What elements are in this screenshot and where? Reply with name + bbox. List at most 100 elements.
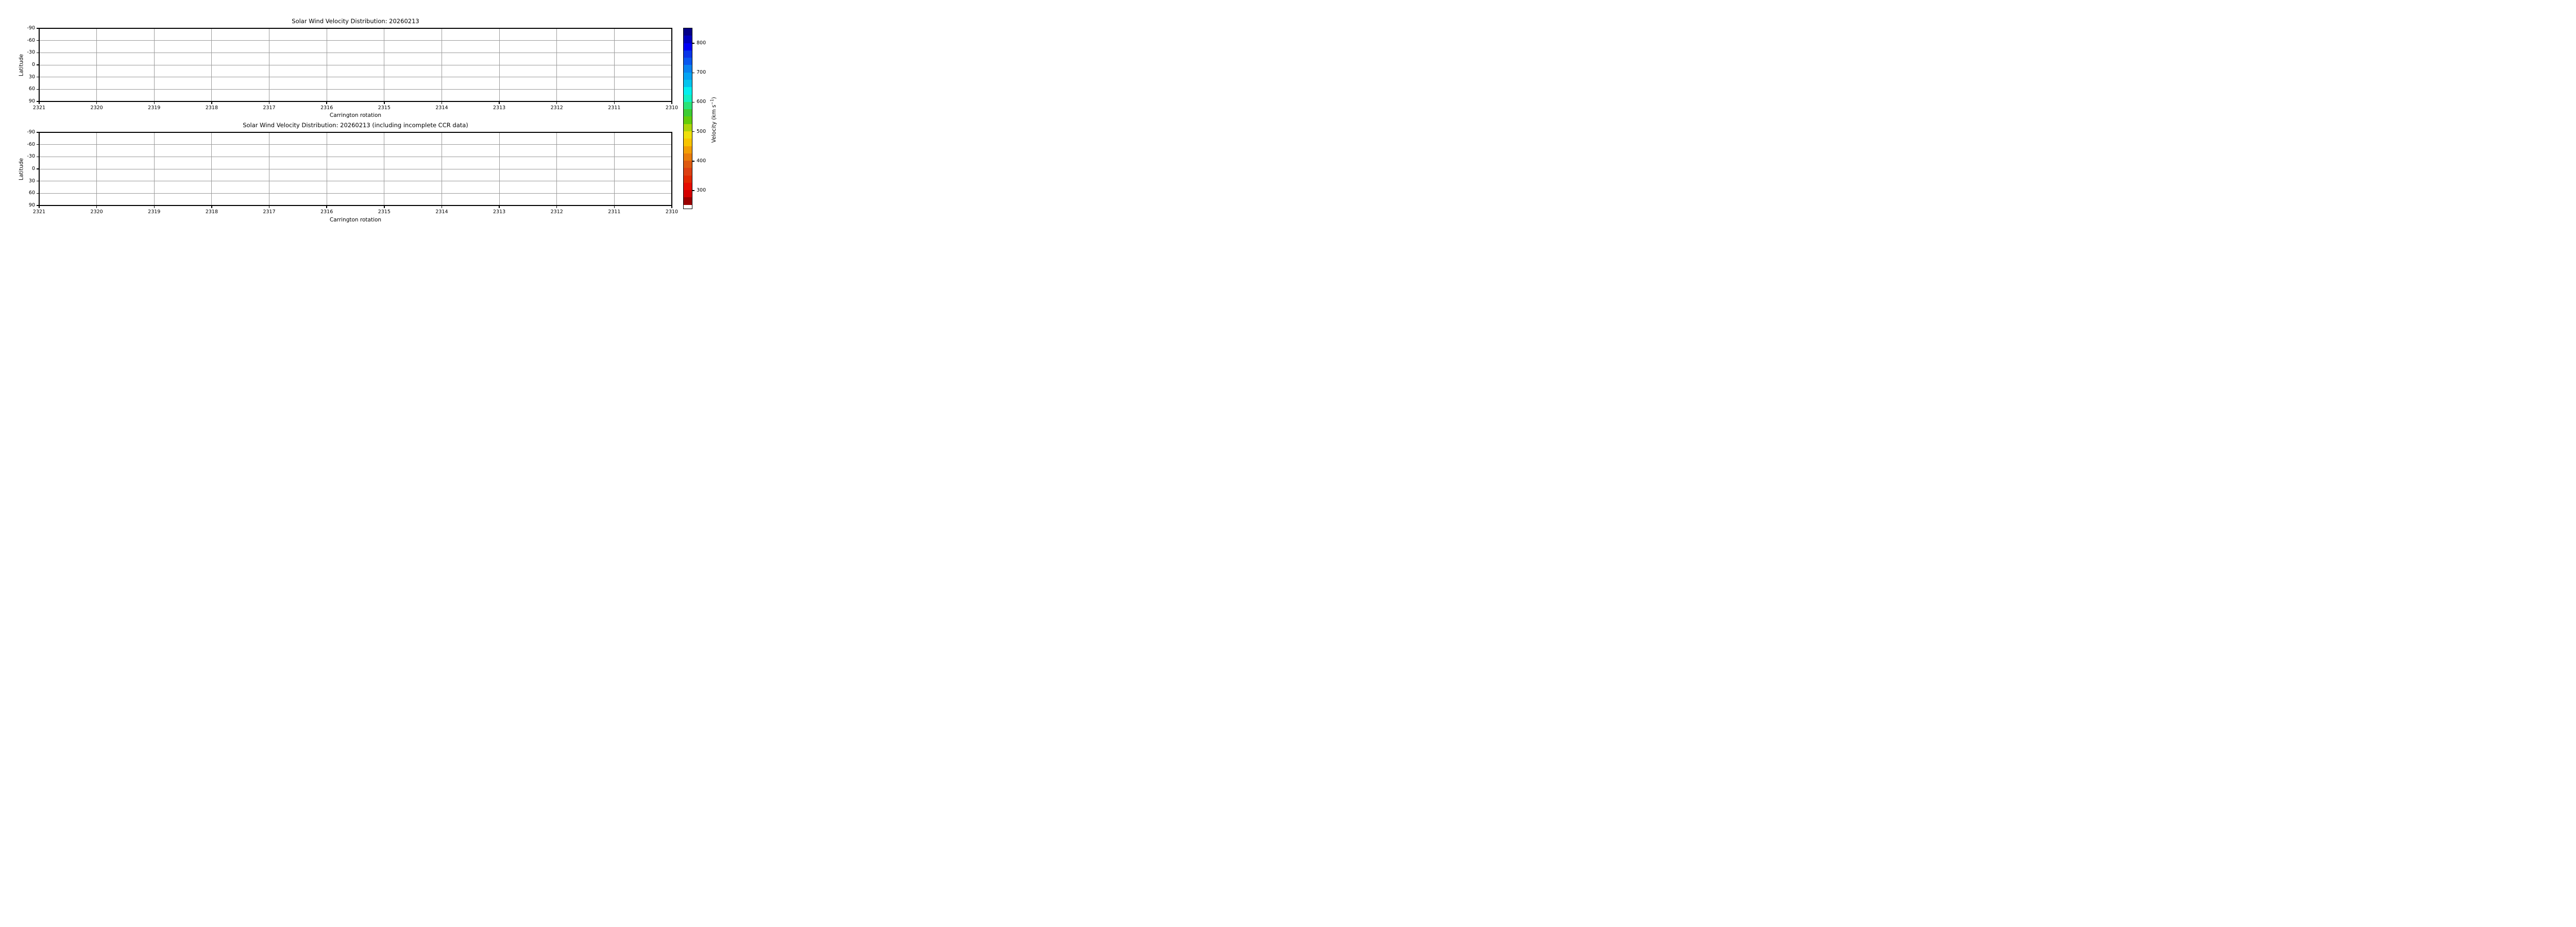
panel-1-y-tick-mark [37, 89, 39, 90]
panel-1-x-tick-label: 2313 [493, 105, 506, 111]
panel-1-gridline-y [40, 89, 671, 90]
panel-2-y-tick-mark [37, 132, 39, 133]
colorbar-segment [684, 50, 692, 58]
panel-2-x-tick-label: 2317 [263, 209, 276, 215]
colorbar-tick-label: 300 [697, 187, 706, 193]
colorbar-tick-label: 400 [697, 158, 706, 164]
panel-1-x-tick-label: 2311 [608, 105, 621, 111]
panel-2-y-tick-mark [37, 144, 39, 145]
panel-1-x-tick-label: 2319 [148, 105, 161, 111]
panel-2-title: Solar Wind Velocity Distribution: 202602… [243, 122, 468, 129]
panel-2-y-tick-label: 30 [28, 178, 35, 184]
panel-1-x-tick-label: 2318 [205, 105, 218, 111]
figure-canvas: Solar Wind Velocity Distribution: 202602… [0, 0, 773, 232]
panel-1-x-tick-mark [441, 102, 443, 104]
colorbar-segment [684, 65, 692, 73]
colorbar-segment [684, 109, 692, 117]
colorbar-segment [684, 190, 692, 198]
panel-1-y-tick-mark [37, 101, 39, 102]
panel-2-y-tick-mark [37, 168, 39, 169]
panel-2-x-tick-label: 2313 [493, 209, 506, 215]
panel-1-y-tick-mark [37, 28, 39, 29]
panel-1-x-tick-mark [671, 102, 672, 104]
panel-1-y-tick-label: 30 [28, 74, 35, 80]
colorbar-segment [684, 116, 692, 124]
panel-2-x-tick-label: 2318 [205, 209, 218, 215]
panel-2-gridline-y [40, 193, 671, 194]
colorbar-segment [684, 124, 692, 131]
panel-2-x-tick-mark [614, 206, 615, 208]
panel-1-x-tick-label: 2310 [665, 105, 679, 111]
panel-1-x-tick-label: 2320 [90, 105, 103, 111]
panel-1-x-tick-label: 2321 [32, 105, 46, 111]
colorbar-segment [684, 131, 692, 139]
colorbar-tick-mark [692, 161, 694, 162]
colorbar-tick-label: 500 [697, 128, 706, 134]
panel-2-x-tick-mark [556, 206, 557, 208]
panel-2-x-tick-mark [441, 206, 443, 208]
panel-1-x-tick-label: 2315 [378, 105, 391, 111]
panel-1-x-tick-mark [154, 102, 155, 104]
colorbar-segment [684, 28, 692, 36]
panel-2-x-tick-mark [671, 206, 672, 208]
colorbar-segment [684, 79, 692, 88]
panel-1-y-tick-mark [37, 64, 39, 65]
colorbar-tick-label: 700 [697, 70, 706, 76]
panel-2-y-tick-mark [37, 205, 39, 206]
panel-1-x-tick-mark [556, 102, 557, 104]
panel-2-x-tick-mark [154, 206, 155, 208]
panel-2-y-tick-label: 0 [31, 166, 35, 171]
panel-2-x-tick-label: 2320 [90, 209, 103, 215]
colorbar-segment [684, 43, 692, 50]
panel-1-y-tick-label: 90 [28, 98, 35, 104]
colorbar-axis-label: Velocity (km s−1) [708, 68, 718, 171]
panel-2-x-tick-mark [326, 206, 327, 208]
panel-2-x-tick-mark [268, 206, 270, 208]
panel-1-y-tick-label: -30 [27, 49, 35, 56]
panel-2-x-tick-label: 2315 [378, 209, 391, 215]
panel-2-x-tick-mark [211, 206, 212, 208]
panel-2-x-axis-label: Carrington rotation [329, 216, 382, 223]
colorbar-segment [684, 175, 692, 183]
colorbar-segment [684, 153, 692, 161]
panel-1-x-tick-mark [326, 102, 327, 104]
panel-1-title: Solar Wind Velocity Distribution: 202602… [292, 18, 419, 25]
panel-1-y-tick-label: -90 [27, 25, 35, 31]
panel-1-x-tick-mark [499, 102, 500, 104]
colorbar-tick-mark [692, 72, 694, 73]
colorbar [683, 28, 692, 209]
panel-1-x-tick-mark [211, 102, 212, 104]
colorbar-segment [684, 101, 692, 110]
colorbar-tick-label: 800 [697, 40, 706, 46]
panel-1-y-tick-label: -60 [27, 37, 35, 43]
colorbar-segment [684, 36, 692, 43]
panel-2-x-tick-label: 2316 [320, 209, 333, 215]
panel-2-y-tick-label: 60 [28, 190, 35, 196]
panel-1-y-tick-mark [37, 40, 39, 41]
panel-2-x-tick-label: 2311 [608, 209, 621, 215]
panel-2-y-tick-label: -90 [27, 129, 35, 135]
colorbar-segment [684, 87, 692, 95]
colorbar-tick-mark [692, 190, 694, 191]
panel-1-x-tick-label: 2312 [550, 105, 563, 111]
panel-2-x-tick-label: 2312 [550, 209, 563, 215]
panel-2-gridline-y [40, 144, 671, 145]
panel-2-y-tick-label: 90 [28, 202, 35, 208]
panel-2-y-tick-label: -60 [27, 141, 35, 147]
colorbar-tick-mark [692, 43, 694, 44]
colorbar-segment [684, 182, 692, 191]
colorbar-segment [684, 146, 692, 153]
colorbar-segment [684, 94, 692, 102]
colorbar-segment [684, 139, 692, 146]
colorbar-tick-mark [692, 101, 694, 103]
colorbar-axis-label-close: ) [710, 96, 717, 99]
panel-2-x-tick-label: 2314 [435, 209, 448, 215]
panel-1-x-tick-label: 2317 [263, 105, 276, 111]
colorbar-under-segment [684, 204, 692, 208]
panel-2-x-tick-label: 2310 [665, 209, 679, 215]
panel-2-x-tick-mark [39, 206, 40, 208]
colorbar-tick-mark [692, 131, 694, 132]
panel-2-y-tick-mark [37, 180, 39, 182]
panel-1-x-tick-label: 2314 [435, 105, 448, 111]
colorbar-segment [684, 58, 692, 65]
